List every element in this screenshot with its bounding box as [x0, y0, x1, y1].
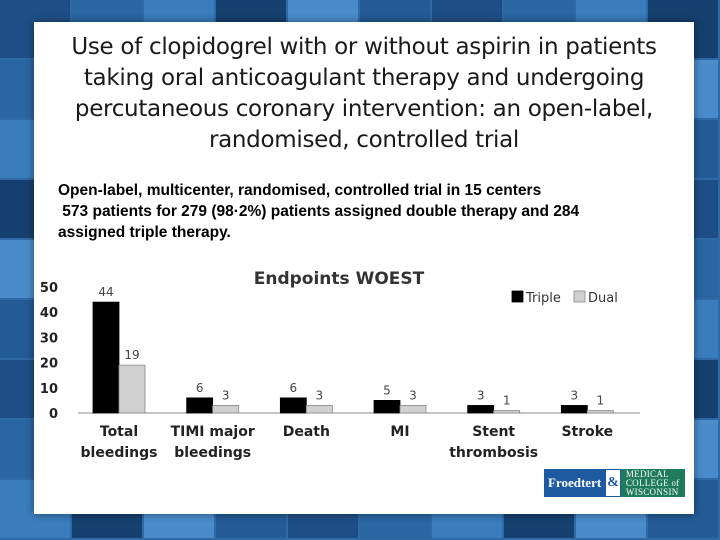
logo-right-line: MEDICAL: [625, 468, 669, 479]
bar-triple: [373, 399, 401, 414]
data-label: 3: [316, 388, 324, 402]
y-tick-label: 30: [40, 331, 58, 346]
y-tick-label: 10: [40, 382, 58, 397]
bar-triple: [92, 301, 120, 414]
logo-ampersand: &: [605, 469, 621, 497]
bar-triple: [560, 405, 588, 414]
x-tick-label: Total: [100, 424, 138, 440]
y-tick-label: 50: [40, 281, 58, 296]
summary-line: 573 patients for 279 (98·2%) patients as…: [58, 203, 580, 220]
data-label: 3: [409, 388, 417, 402]
data-label: 6: [196, 381, 204, 395]
slide-title: Use of clopidogrel with or without aspir…: [71, 34, 657, 153]
bar-dual: [493, 410, 521, 414]
bar-dual: [586, 410, 614, 414]
y-tick-label: 20: [40, 357, 58, 372]
institution-logo: Froedtert & MEDICAL COLLEGE of WISCONSIN: [544, 469, 685, 497]
data-label: 5: [383, 383, 391, 397]
data-label: 6: [290, 381, 298, 395]
x-tick-label: Stroke: [561, 424, 613, 440]
bar-triple: [279, 397, 307, 414]
y-tick-label: 40: [40, 306, 58, 321]
summary-line: Open-label, multicenter, randomised, con…: [58, 182, 542, 199]
legend-swatch-triple: [511, 290, 524, 303]
legend-label-dual: Dual: [588, 291, 618, 306]
x-tick-label: thrombosis: [449, 445, 538, 461]
x-tick-label: TIMI major: [171, 424, 255, 440]
summary-line: assigned triple therapy.: [58, 224, 231, 241]
data-label: 3: [222, 388, 230, 402]
bar-dual: [305, 405, 333, 414]
slide-panel: Use of clopidogrel with or without aspir…: [34, 22, 694, 514]
logo-left-text: Froedtert: [544, 469, 606, 497]
trial-summary: Open-label, multicenter, randomised, con…: [58, 180, 678, 243]
logo-right-line: COLLEGE of: [625, 477, 680, 488]
data-label: 1: [597, 393, 605, 407]
data-label: 44: [98, 285, 113, 299]
endpoints-bar-chart: Endpoints WOEST 0 10 20 30 40 50 44 19 Total bleed…: [40, 269, 640, 461]
legend-label-triple: Triple: [525, 291, 561, 306]
x-tick-label: bleedings: [174, 445, 251, 461]
data-label: 3: [477, 388, 485, 402]
x-tick-label: Death: [283, 424, 330, 440]
x-tick-label: Stent: [472, 424, 515, 440]
data-label: 3: [571, 388, 579, 402]
x-tick-label: MI: [390, 424, 409, 440]
logo-right-line: WISCONSIN: [625, 486, 679, 497]
bar-dual: [212, 405, 240, 414]
bar-dual: [399, 405, 427, 414]
data-label: 19: [124, 348, 139, 362]
data-label: 1: [503, 393, 511, 407]
logo-right-block: MEDICAL COLLEGE of WISCONSIN: [620, 468, 685, 497]
bar-triple: [467, 405, 495, 414]
y-tick-label: 0: [49, 407, 58, 422]
bar-triple: [186, 397, 214, 414]
legend-swatch-dual: [573, 290, 586, 303]
chart-title: Endpoints WOEST: [254, 269, 425, 289]
bar-dual: [118, 364, 146, 414]
x-tick-label: bleedings: [81, 445, 158, 461]
